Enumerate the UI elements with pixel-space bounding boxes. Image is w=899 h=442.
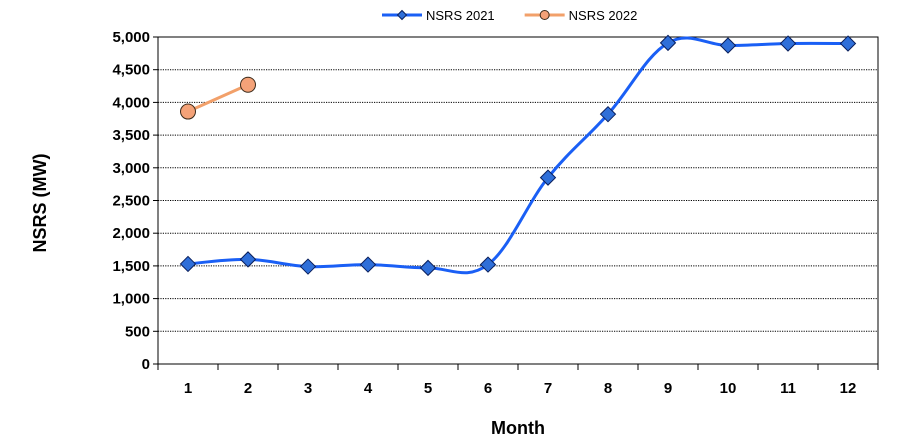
y-tick-label: 500 — [125, 323, 150, 340]
series-layer — [179, 34, 857, 277]
x-tick-label: 6 — [484, 380, 492, 397]
y-tick-label: 3,500 — [112, 127, 150, 144]
x-tick-label: 7 — [544, 380, 552, 397]
x-tick-label: 12 — [840, 380, 857, 397]
legend-label: NSRS 2021 — [426, 8, 495, 23]
data-point — [599, 105, 617, 123]
legend: NSRS 2021 NSRS 2022 — [382, 8, 637, 23]
y-tick-label: 5,000 — [112, 29, 150, 46]
data-point — [839, 35, 857, 52]
x-tick-label: 2 — [244, 380, 252, 397]
data-point — [239, 251, 257, 268]
x-tick-label: 4 — [364, 380, 373, 397]
data-point — [659, 34, 677, 52]
y-tick-label: 4,000 — [112, 94, 150, 111]
y-axis-title: NSRS (MW) — [30, 154, 50, 253]
data-point — [180, 103, 196, 120]
data-point — [419, 259, 437, 277]
y-tick-label: 0 — [142, 356, 150, 373]
data-point — [479, 256, 497, 273]
axes — [153, 36, 879, 370]
gridlines — [158, 36, 878, 332]
data-point — [240, 76, 256, 93]
series-line-1 — [186, 36, 850, 275]
series-line-2 — [186, 83, 250, 114]
data-point — [539, 169, 557, 186]
legend-label: NSRS 2022 — [569, 8, 638, 23]
legend-marker — [539, 10, 550, 20]
x-axis-title: Month — [491, 418, 545, 438]
y-tick-label: 3,000 — [112, 160, 150, 177]
data-point — [359, 256, 377, 273]
y-tick-label: 2,500 — [112, 193, 150, 210]
x-tick-label: 9 — [664, 380, 672, 397]
y-tick-label: 2,000 — [112, 225, 150, 242]
y-tick-label: 1,000 — [112, 291, 150, 308]
data-point — [719, 37, 737, 54]
y-tick-label: 4,500 — [112, 62, 150, 79]
data-point — [299, 258, 317, 275]
legend-item: NSRS 2021 — [382, 8, 495, 23]
x-tick-label: 10 — [720, 380, 737, 397]
axis-labels: 0 500 1,000 1,500 2,000 2,500 3,000 3,500 4,000 4… — [112, 29, 856, 397]
x-tick-label: 5 — [424, 380, 432, 397]
x-tick-label: 8 — [604, 380, 612, 397]
y-tick-label: 1,500 — [112, 258, 150, 275]
x-tick-label: 1 — [184, 380, 192, 397]
data-point — [779, 35, 797, 52]
legend-marker — [396, 9, 408, 21]
x-tick-label: 3 — [304, 380, 312, 397]
legend-item: NSRS 2022 — [524, 8, 638, 23]
x-tick-label: 11 — [780, 380, 796, 397]
data-point — [179, 255, 197, 273]
